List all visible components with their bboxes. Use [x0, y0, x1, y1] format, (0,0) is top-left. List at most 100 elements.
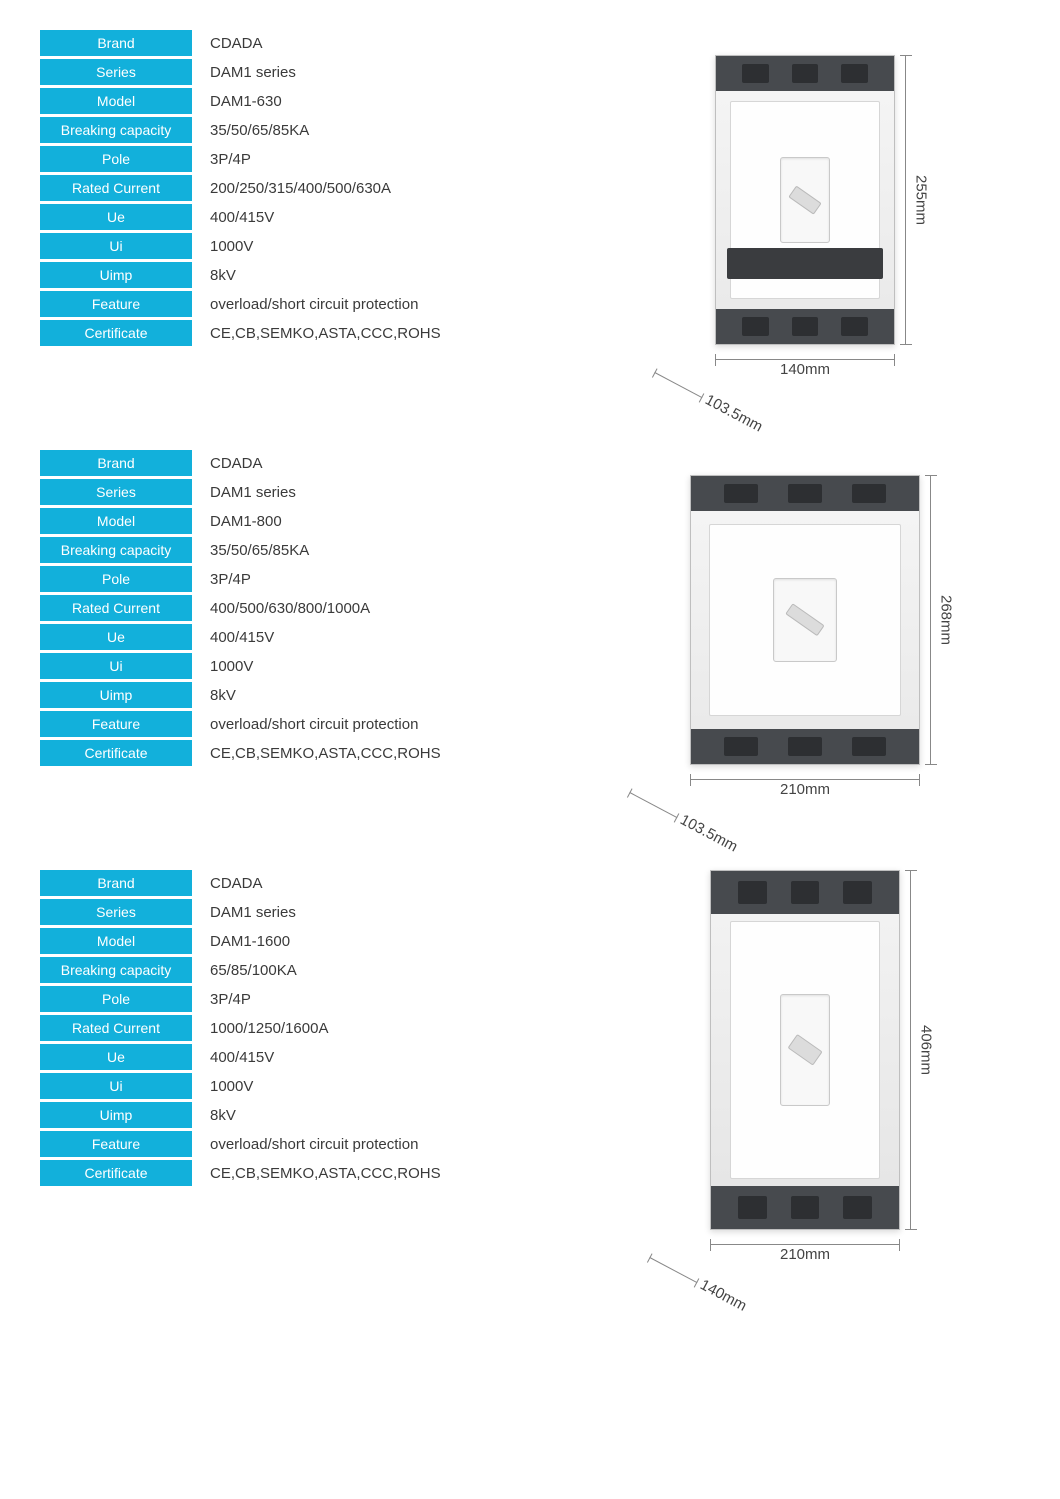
spec-label: Brand [40, 450, 192, 476]
spec-row-pole: Pole 3P/4P [40, 146, 560, 172]
spec-value: DAM1 series [192, 59, 560, 85]
device-top-ports [691, 476, 919, 511]
switch-knob-icon [780, 994, 830, 1106]
spec-value: DAM1-630 [192, 88, 560, 114]
spec-value: 8kV [192, 1102, 560, 1128]
spec-value: 400/415V [192, 1044, 560, 1070]
spec-label: Series [40, 59, 192, 85]
spec-label: Feature [40, 1131, 192, 1157]
device-face [691, 511, 919, 730]
spec-table: Brand CDADA Series DAM1 series Model DAM… [40, 30, 560, 349]
spec-value: overload/short circuit protection [192, 1131, 560, 1157]
spec-value: 8kV [192, 682, 560, 708]
spec-row-model: Model DAM1-630 [40, 88, 560, 114]
spec-value: DAM1 series [192, 899, 560, 925]
spec-value: DAM1 series [192, 479, 560, 505]
spec-label: Uimp [40, 1102, 192, 1128]
device-wrap: 406mm 210mm 140mm [710, 870, 900, 1230]
dimension-depth-label: 103.5mm [677, 811, 740, 855]
spec-label: Ue [40, 204, 192, 230]
spec-row-pole: Pole 3P/4P [40, 566, 560, 592]
spec-value: DAM1-800 [192, 508, 560, 534]
spec-row-rated-current: Rated Current 1000/1250/1600A [40, 1015, 560, 1041]
spec-value: DAM1-1600 [192, 928, 560, 954]
spec-row-rated-current: Rated Current 400/500/630/800/1000A [40, 595, 560, 621]
spec-row-breaking-capacity: Breaking capacity 35/50/65/85KA [40, 117, 560, 143]
spec-row-series: Series DAM1 series [40, 479, 560, 505]
spec-label: Model [40, 508, 192, 534]
spec-row-uimp: Uimp 8kV [40, 262, 560, 288]
product-block-dam1-800: Brand CDADA Series DAM1 series Model DAM… [40, 450, 1020, 790]
device-panel [730, 921, 880, 1178]
spec-label: Ui [40, 653, 192, 679]
spec-label: Feature [40, 291, 192, 317]
spec-value: overload/short circuit protection [192, 711, 560, 737]
spec-value: 35/50/65/85KA [192, 117, 560, 143]
device-bottom-ports [711, 1186, 899, 1229]
spec-row-pole: Pole 3P/4P [40, 986, 560, 1012]
spec-value: 1000/1250/1600A [192, 1015, 560, 1041]
device-face [716, 91, 894, 310]
spec-row-series: Series DAM1 series [40, 899, 560, 925]
spec-label: Ue [40, 624, 192, 650]
dimension-depth-label: 140mm [697, 1276, 749, 1314]
spec-label: Series [40, 479, 192, 505]
spec-row-ue: Ue 400/415V [40, 624, 560, 650]
spec-label: Rated Current [40, 1015, 192, 1041]
spec-value: 400/415V [192, 204, 560, 230]
device-top-ports [716, 56, 894, 91]
product-figure: 255mm 140mm 103.5mm [590, 30, 1020, 370]
product-figure: 406mm 210mm 140mm [590, 870, 1020, 1230]
spec-value: 3P/4P [192, 566, 560, 592]
spec-row-certificate: Certificate CE,CB,SEMKO,ASTA,CCC,ROHS [40, 1160, 560, 1186]
spec-row-brand: Brand CDADA [40, 30, 560, 56]
device-image [690, 475, 920, 765]
spec-row-model: Model DAM1-800 [40, 508, 560, 534]
spec-row-brand: Brand CDADA [40, 870, 560, 896]
dimension-width: 140mm [715, 345, 895, 381]
product-block-dam1-630: Brand CDADA Series DAM1 series Model DAM… [40, 30, 1020, 370]
spec-row-breaking-capacity: Breaking capacity 65/85/100KA [40, 957, 560, 983]
spec-table: Brand CDADA Series DAM1 series Model DAM… [40, 870, 560, 1189]
spec-label: Uimp [40, 682, 192, 708]
switch-knob-icon [780, 157, 830, 243]
dimension-height: 255mm [895, 55, 935, 345]
spec-label: Ui [40, 233, 192, 259]
device-image [715, 55, 895, 345]
spec-label: Brand [40, 870, 192, 896]
dimension-width: 210mm [710, 1230, 900, 1266]
dimension-width-label: 210mm [776, 781, 834, 798]
device-wrap: 255mm 140mm 103.5mm [715, 55, 895, 345]
spec-label: Series [40, 899, 192, 925]
product-figure: 268mm 210mm 103.5mm [590, 450, 1020, 790]
spec-label: Rated Current [40, 595, 192, 621]
device-wrap: 268mm 210mm 103.5mm [690, 475, 920, 765]
dimension-depth-label: 103.5mm [702, 391, 765, 435]
spec-row-feature: Feature overload/short circuit protectio… [40, 291, 560, 317]
spec-label: Pole [40, 146, 192, 172]
spec-label: Breaking capacity [40, 537, 192, 563]
spec-row-ue: Ue 400/415V [40, 204, 560, 230]
spec-label: Model [40, 88, 192, 114]
spec-row-feature: Feature overload/short circuit protectio… [40, 711, 560, 737]
device-image [710, 870, 900, 1230]
spec-row-certificate: Certificate CE,CB,SEMKO,ASTA,CCC,ROHS [40, 320, 560, 346]
switch-knob-icon [773, 578, 837, 661]
spec-label: Certificate [40, 740, 192, 766]
spec-value: 200/250/315/400/500/630A [192, 175, 560, 201]
spec-label: Uimp [40, 262, 192, 288]
spec-value: overload/short circuit protection [192, 291, 560, 317]
spec-row-model: Model DAM1-1600 [40, 928, 560, 954]
spec-value: CE,CB,SEMKO,ASTA,CCC,ROHS [192, 1160, 560, 1186]
spec-label: Brand [40, 30, 192, 56]
device-panel [709, 524, 901, 716]
spec-row-rated-current: Rated Current 200/250/315/400/500/630A [40, 175, 560, 201]
spec-label: Ue [40, 1044, 192, 1070]
spec-label: Model [40, 928, 192, 954]
spec-row-feature: Feature overload/short circuit protectio… [40, 1131, 560, 1157]
spec-value: 3P/4P [192, 146, 560, 172]
spec-value: CE,CB,SEMKO,ASTA,CCC,ROHS [192, 320, 560, 346]
spec-value: 400/415V [192, 624, 560, 650]
spec-row-ue: Ue 400/415V [40, 1044, 560, 1070]
spec-value: CDADA [192, 30, 560, 56]
